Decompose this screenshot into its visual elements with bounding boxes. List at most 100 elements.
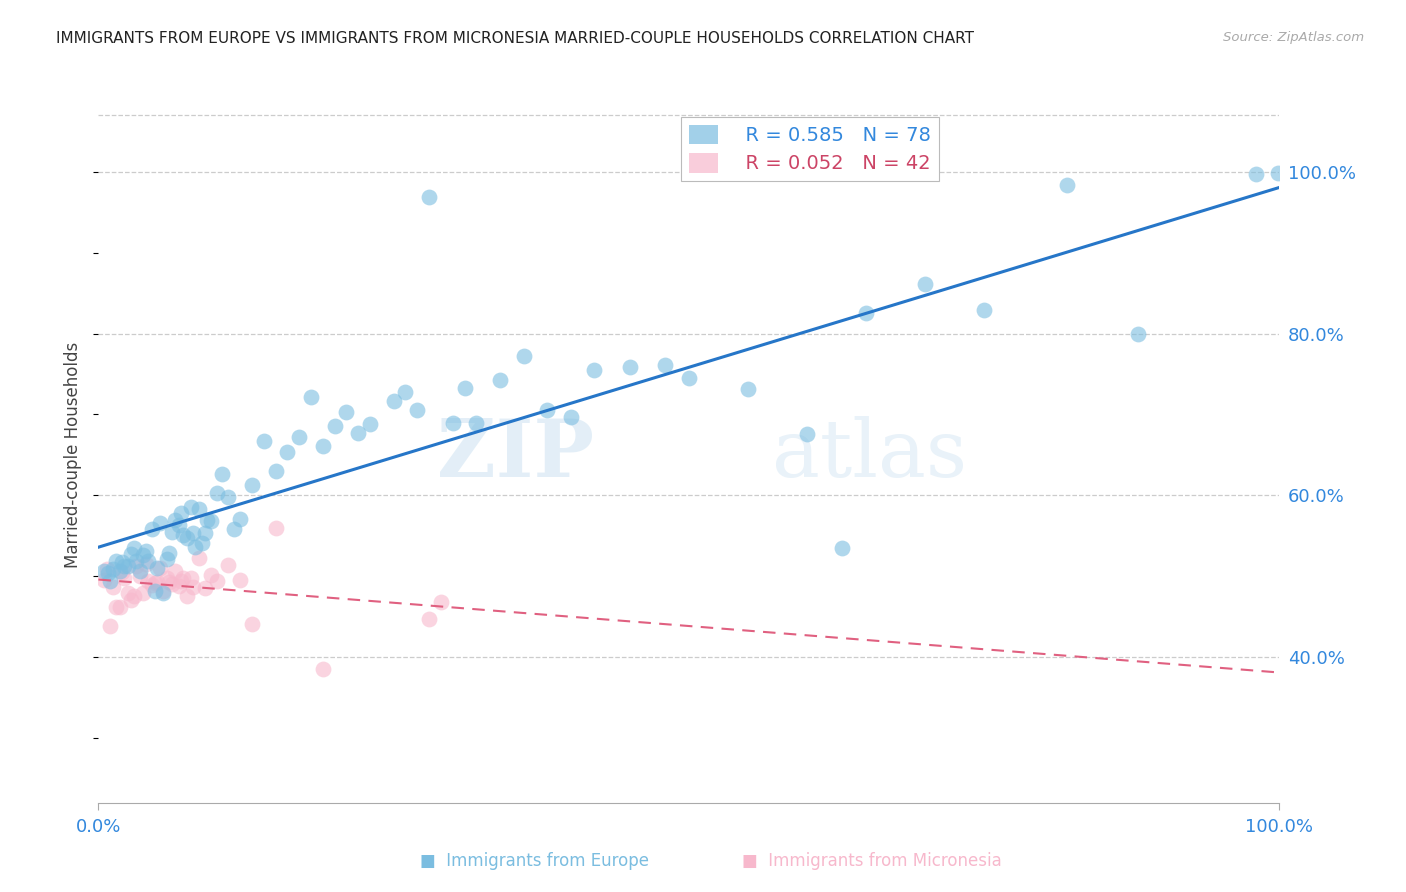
Point (678, 371, 700, 385)
Point (111, 555, 134, 569)
Point (191, 535, 214, 549)
Point (97, 566, 120, 581)
Point (181, 580, 204, 594)
Point (181, 526, 204, 541)
Text: IMMIGRANTS FROM EUROPE VS IMMIGRANTS FROM MICRONESIA MARRIED-COUPLE HOUSEHOLDS C: IMMIGRANTS FROM EUROPE VS IMMIGRANTS FRO… (56, 31, 974, 46)
Point (157, 546, 180, 560)
Point (141, 522, 163, 536)
Point (152, 586, 174, 600)
Point (132, 548, 155, 562)
Point (211, 467, 233, 481)
Point (240, 616, 263, 631)
Point (347, 426, 370, 441)
Point (619, 359, 641, 374)
Point (117, 586, 139, 600)
Point (973, 303, 995, 318)
Point (170, 574, 193, 589)
Point (98, 619, 121, 633)
Point (323, 418, 346, 433)
Point (240, 478, 263, 492)
Point (176, 589, 198, 603)
Point (121, 547, 143, 561)
Point (205, 486, 228, 500)
Point (914, 277, 936, 291)
Point (217, 558, 239, 573)
Point (312, 439, 335, 453)
Legend:   R = 0.585   N = 78,   R = 0.052   N = 42: R = 0.585 N = 78, R = 0.052 N = 42 (681, 117, 939, 181)
Point (737, 382, 759, 396)
Point (394, 384, 416, 399)
Text: Source: ZipAtlas.com: Source: ZipAtlas.com (1223, 31, 1364, 45)
Point (205, 574, 228, 589)
Point (96, 561, 118, 575)
Point (180, 570, 202, 584)
Point (200, 568, 222, 582)
Point (156, 570, 179, 584)
Point (167, 518, 190, 533)
Point (299, 391, 322, 405)
Point (149, 561, 172, 575)
Point (335, 405, 357, 419)
Point (359, 417, 381, 431)
Point (453, 381, 475, 395)
Point (128, 564, 150, 578)
Point (512, 349, 534, 363)
Point (93, 564, 115, 578)
Point (288, 430, 311, 444)
Point (160, 524, 183, 539)
Point (654, 358, 676, 372)
Point (195, 513, 218, 527)
Point (135, 557, 157, 571)
Point (112, 559, 135, 574)
Point (217, 491, 239, 505)
Point (172, 528, 194, 542)
Point (441, 416, 464, 430)
Point (143, 576, 166, 591)
Point (111, 565, 134, 579)
Point (152, 584, 174, 599)
Text: ZIP: ZIP (437, 416, 595, 494)
Point (108, 564, 131, 578)
Point (136, 574, 159, 588)
Point (146, 561, 169, 575)
Point (406, 402, 429, 417)
Point (184, 540, 207, 554)
Point (108, 600, 131, 615)
Point (165, 513, 187, 527)
Point (536, 403, 558, 417)
Point (105, 599, 128, 614)
Point (1244, 167, 1267, 181)
Point (146, 575, 169, 590)
Point (121, 592, 143, 607)
Point (253, 434, 276, 449)
Point (312, 662, 335, 676)
Point (855, 306, 877, 320)
Text: ■  Immigrants from Europe: ■ Immigrants from Europe (420, 852, 648, 870)
Point (430, 595, 453, 609)
Point (125, 553, 148, 567)
Point (117, 558, 139, 573)
Point (172, 571, 194, 585)
Point (200, 514, 222, 528)
Point (796, 426, 818, 441)
Point (157, 575, 180, 590)
Point (229, 574, 252, 588)
Point (167, 579, 190, 593)
Text: ■  Immigrants from Micronesia: ■ Immigrants from Micronesia (742, 852, 1001, 870)
Text: atlas: atlas (772, 416, 967, 494)
Point (122, 541, 145, 556)
Point (194, 581, 217, 595)
Point (264, 521, 287, 535)
Point (229, 512, 252, 526)
Point (149, 516, 172, 530)
Point (132, 586, 155, 600)
Point (101, 580, 124, 594)
Point (465, 417, 488, 431)
Point (194, 526, 217, 541)
Point (276, 445, 298, 459)
Point (1267, 166, 1289, 180)
Point (264, 464, 287, 478)
Point (583, 363, 606, 377)
Point (831, 541, 853, 555)
Point (165, 564, 187, 578)
